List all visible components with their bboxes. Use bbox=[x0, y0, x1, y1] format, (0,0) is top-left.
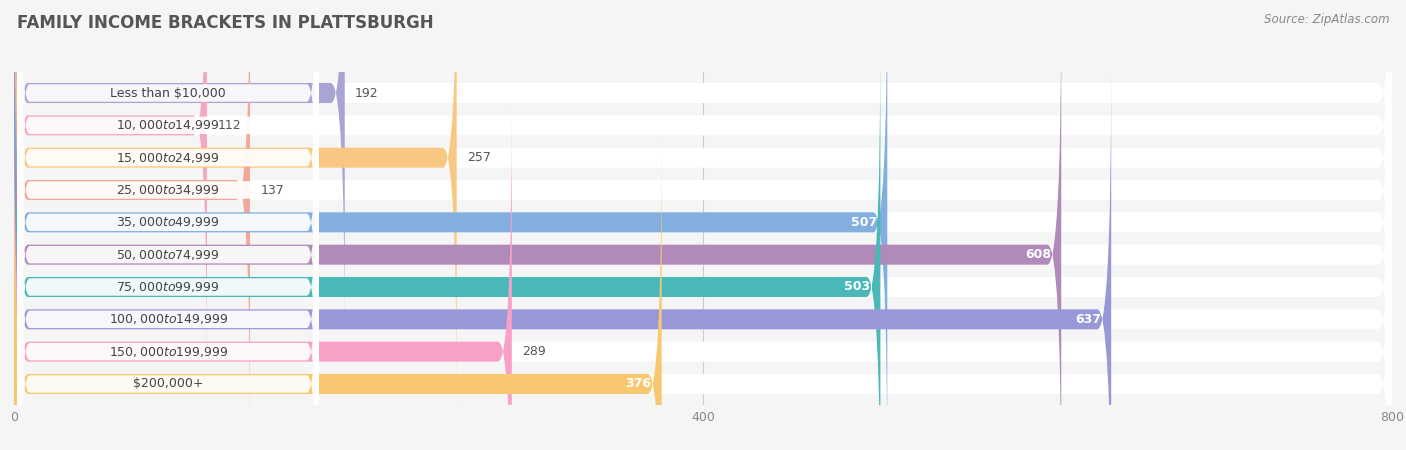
FancyBboxPatch shape bbox=[14, 0, 457, 406]
FancyBboxPatch shape bbox=[17, 166, 319, 450]
FancyBboxPatch shape bbox=[17, 102, 319, 450]
FancyBboxPatch shape bbox=[14, 38, 1392, 450]
Text: 289: 289 bbox=[522, 345, 546, 358]
Text: $200,000+: $200,000+ bbox=[134, 378, 204, 391]
FancyBboxPatch shape bbox=[14, 103, 512, 450]
FancyBboxPatch shape bbox=[17, 37, 319, 450]
FancyBboxPatch shape bbox=[14, 0, 887, 450]
Text: Source: ZipAtlas.com: Source: ZipAtlas.com bbox=[1264, 14, 1389, 27]
FancyBboxPatch shape bbox=[17, 0, 319, 310]
Text: $25,000 to $34,999: $25,000 to $34,999 bbox=[117, 183, 219, 197]
Text: $35,000 to $49,999: $35,000 to $49,999 bbox=[117, 216, 219, 230]
Text: 137: 137 bbox=[260, 184, 284, 197]
Text: FAMILY INCOME BRACKETS IN PLATTSBURGH: FAMILY INCOME BRACKETS IN PLATTSBURGH bbox=[17, 14, 433, 32]
FancyBboxPatch shape bbox=[17, 0, 319, 375]
Text: $100,000 to $149,999: $100,000 to $149,999 bbox=[108, 312, 228, 326]
FancyBboxPatch shape bbox=[14, 38, 880, 450]
FancyBboxPatch shape bbox=[17, 5, 319, 440]
FancyBboxPatch shape bbox=[17, 134, 319, 450]
FancyBboxPatch shape bbox=[14, 103, 1392, 450]
FancyBboxPatch shape bbox=[14, 0, 1392, 342]
FancyBboxPatch shape bbox=[14, 135, 1392, 450]
Text: $15,000 to $24,999: $15,000 to $24,999 bbox=[117, 151, 219, 165]
FancyBboxPatch shape bbox=[14, 0, 1392, 406]
Text: $75,000 to $99,999: $75,000 to $99,999 bbox=[117, 280, 219, 294]
FancyBboxPatch shape bbox=[14, 6, 1392, 450]
Text: 608: 608 bbox=[1025, 248, 1050, 261]
FancyBboxPatch shape bbox=[17, 0, 319, 408]
Text: 637: 637 bbox=[1074, 313, 1101, 326]
Text: 257: 257 bbox=[467, 151, 491, 164]
Text: Less than $10,000: Less than $10,000 bbox=[110, 86, 226, 99]
Text: 192: 192 bbox=[356, 86, 378, 99]
FancyBboxPatch shape bbox=[14, 6, 1062, 450]
FancyBboxPatch shape bbox=[14, 71, 1392, 450]
FancyBboxPatch shape bbox=[17, 0, 319, 343]
Text: 112: 112 bbox=[218, 119, 240, 132]
FancyBboxPatch shape bbox=[14, 0, 1392, 439]
FancyBboxPatch shape bbox=[14, 0, 1392, 450]
FancyBboxPatch shape bbox=[14, 0, 1392, 374]
FancyBboxPatch shape bbox=[14, 0, 344, 342]
Text: 376: 376 bbox=[626, 378, 651, 391]
FancyBboxPatch shape bbox=[17, 69, 319, 450]
FancyBboxPatch shape bbox=[14, 0, 207, 374]
Text: $150,000 to $199,999: $150,000 to $199,999 bbox=[108, 345, 228, 359]
Text: 503: 503 bbox=[844, 280, 870, 293]
Text: 507: 507 bbox=[851, 216, 877, 229]
FancyBboxPatch shape bbox=[14, 0, 250, 439]
FancyBboxPatch shape bbox=[14, 135, 662, 450]
Text: $50,000 to $74,999: $50,000 to $74,999 bbox=[117, 248, 219, 261]
FancyBboxPatch shape bbox=[14, 71, 1111, 450]
Text: $10,000 to $14,999: $10,000 to $14,999 bbox=[117, 118, 219, 132]
